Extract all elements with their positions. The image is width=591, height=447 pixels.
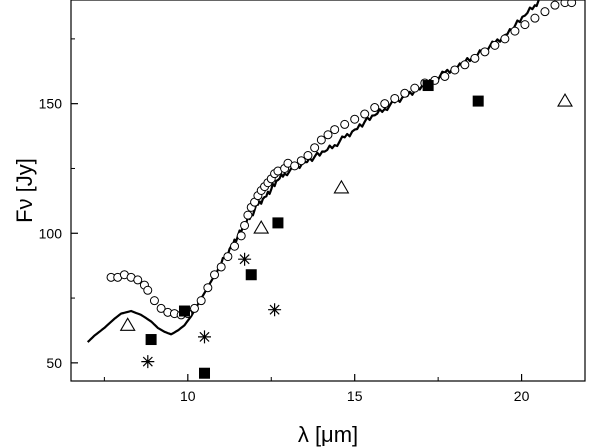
x-tick-label: 10 xyxy=(180,388,196,404)
open-circle-point xyxy=(550,0,560,10)
asterisk-point xyxy=(268,303,282,317)
open-circle-point xyxy=(500,34,510,44)
plot-frame xyxy=(70,0,586,382)
open-circle-point xyxy=(510,26,520,36)
spectrum-line xyxy=(86,0,540,343)
asterisk-point xyxy=(238,252,252,266)
open-circle-point xyxy=(480,47,490,57)
open-circle-point xyxy=(203,283,213,293)
open-circle-point xyxy=(520,20,530,30)
filled-square-point xyxy=(145,334,157,346)
open-circle-point xyxy=(303,151,313,161)
open-circle-point xyxy=(310,143,320,153)
open-circle-point xyxy=(350,114,360,124)
series-open-circle xyxy=(106,0,577,320)
open-circle-point xyxy=(340,119,350,129)
plot-data xyxy=(86,0,577,379)
open-circle-point xyxy=(189,303,199,313)
open-circle-point xyxy=(360,109,370,119)
open-circle-point xyxy=(210,270,220,280)
filled-square-point xyxy=(472,95,484,107)
series-open-triangle xyxy=(119,93,573,331)
open-circle-point xyxy=(133,275,143,285)
axes: 10 15 20 50 100 150 xyxy=(39,38,530,404)
asterisk-point xyxy=(141,355,155,369)
x-axis-label: λ [μm] xyxy=(298,422,358,447)
open-circle-point xyxy=(460,60,470,70)
open-circle-point xyxy=(156,303,166,313)
open-circle-point xyxy=(330,125,340,135)
filled-square-point xyxy=(272,217,284,229)
open-circle-point xyxy=(530,13,540,23)
y-tick-label: 50 xyxy=(46,355,62,371)
open-circle-point xyxy=(440,71,450,81)
filled-square-point xyxy=(199,367,211,379)
filled-square-point xyxy=(422,80,434,92)
open-circle-point xyxy=(216,262,226,272)
series-asterisk xyxy=(141,252,282,369)
open-circle-point xyxy=(540,7,550,17)
open-circle-point xyxy=(290,161,300,171)
open-circle-point xyxy=(380,99,390,109)
open-triangle-point xyxy=(253,220,270,234)
filled-square-point xyxy=(245,269,257,281)
open-circle-point xyxy=(400,88,410,98)
x-tick-label: 15 xyxy=(347,388,363,404)
open-circle-point xyxy=(223,252,233,262)
open-circle-point xyxy=(450,65,460,75)
y-tick-label: 100 xyxy=(39,225,63,241)
filled-square-point xyxy=(178,305,190,317)
open-triangle-point xyxy=(333,179,350,194)
open-circle-point xyxy=(149,296,159,306)
y-tick-label: 150 xyxy=(39,96,63,112)
open-circle-point xyxy=(316,135,326,145)
series-filled-square xyxy=(145,80,484,379)
open-triangle-point xyxy=(119,317,136,331)
open-circle-point xyxy=(410,83,420,93)
open-circle-point xyxy=(370,103,380,113)
open-circle-point xyxy=(143,285,153,295)
open-circle-point xyxy=(240,220,250,230)
open-circle-point xyxy=(230,241,240,251)
y-axis-label: Fν [Jy] xyxy=(12,158,37,223)
open-triangle-point xyxy=(557,93,573,107)
open-circle-point xyxy=(490,40,500,50)
asterisk-point xyxy=(198,330,211,344)
open-circle-point xyxy=(323,130,333,140)
open-circle-point xyxy=(296,156,306,166)
open-circle-point xyxy=(390,93,400,103)
series-line xyxy=(86,0,540,343)
open-circle-point xyxy=(470,53,480,63)
open-circle-point xyxy=(567,0,577,8)
x-tick-label: 20 xyxy=(514,388,530,404)
open-circle-point xyxy=(196,296,206,306)
open-circle-point xyxy=(236,231,246,241)
open-circle-point xyxy=(243,210,253,220)
